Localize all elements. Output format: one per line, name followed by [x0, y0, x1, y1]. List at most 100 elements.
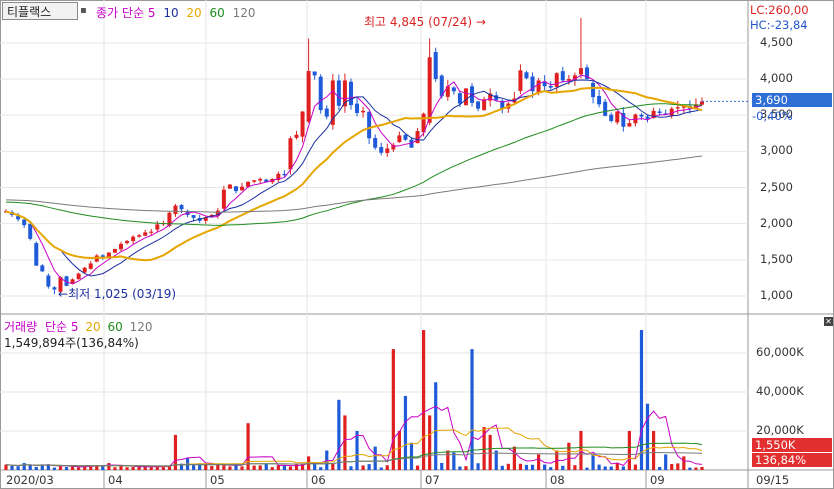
- volume-ma-60[interactable]: 60: [107, 320, 123, 334]
- legend-close-label: 종가: [96, 6, 119, 20]
- candle-body: [330, 80, 335, 125]
- volume-bar: [222, 465, 226, 470]
- ma10-line: [5, 79, 703, 277]
- candle-body: [415, 131, 420, 144]
- volume-bar: [46, 464, 50, 470]
- volume-ma-5[interactable]: 5: [70, 320, 79, 334]
- volume-bar: [434, 382, 438, 470]
- volume-bar: [52, 467, 57, 470]
- volume-bar: [252, 465, 256, 470]
- candle-body: [439, 75, 444, 97]
- volume-bar: [458, 466, 462, 470]
- lc-value: LC:260,00: [750, 3, 809, 17]
- volume-bar: [561, 465, 565, 470]
- volume-bar: [77, 467, 81, 470]
- toggle-icon[interactable]: ▪: [80, 5, 87, 16]
- candle-body: [221, 189, 226, 209]
- volume-bar: [331, 463, 335, 470]
- legend-ma-120[interactable]: 120: [232, 6, 256, 20]
- candle-body: [318, 76, 323, 111]
- candle-body: [361, 110, 366, 113]
- volume-bar: [409, 442, 414, 470]
- close-volume-pane-icon[interactable]: ✕: [824, 317, 833, 326]
- volume-bar: [161, 467, 165, 470]
- volume-bar: [64, 467, 69, 470]
- price-tick-label: 2,000: [760, 215, 793, 230]
- volume-bar: [4, 464, 8, 470]
- candle-body: [173, 205, 178, 215]
- price-tick-label: 1,500: [760, 251, 793, 266]
- volume-bar: [22, 463, 26, 470]
- volume-ma60-line: [5, 442, 703, 467]
- legend-ma-60[interactable]: 60: [209, 6, 225, 20]
- volume-bar: [294, 463, 299, 470]
- candle-body: [112, 248, 117, 253]
- volume-bar: [518, 463, 523, 470]
- volume-ma-120[interactable]: 120: [129, 320, 153, 334]
- candle-body: [342, 80, 347, 107]
- volume-bar: [264, 463, 268, 470]
- volume-bar: [107, 463, 111, 470]
- volume-bar: [125, 467, 129, 470]
- candle-body: [403, 134, 408, 140]
- volume-bar: [664, 454, 668, 470]
- volume-summary: 1,549,894주(136,84%): [4, 336, 139, 350]
- legend-ma-10[interactable]: 10: [163, 6, 179, 20]
- candle-body: [131, 236, 136, 242]
- volume-bar: [476, 463, 480, 470]
- price-tick-label: 4,000: [760, 71, 793, 85]
- candle-body: [609, 114, 614, 121]
- candle-body: [203, 217, 208, 221]
- current-volume: 1,550K: [755, 438, 796, 452]
- volume-bar: [288, 466, 293, 470]
- volume-bar: [676, 463, 680, 470]
- volume-bar: [246, 423, 250, 470]
- candle-body: [215, 210, 220, 216]
- volume-bar: [337, 399, 341, 470]
- volume-bar: [688, 467, 692, 470]
- stock-name: 티플랙스: [7, 5, 52, 19]
- candle-body: [64, 276, 69, 286]
- volume-bar: [300, 464, 305, 470]
- volume-bar: [319, 467, 323, 470]
- volume-bar: [349, 466, 353, 470]
- volume-bar: [415, 465, 420, 470]
- volume-bar: [173, 434, 178, 470]
- volume-bar: [198, 463, 202, 470]
- candle-body: [591, 82, 596, 98]
- legend-ma-5[interactable]: 5: [147, 6, 156, 20]
- volume-bar: [639, 330, 644, 470]
- candle-body: [348, 81, 353, 106]
- candle-body: [282, 173, 287, 176]
- high-annotation: 최고 4,845 (07/24) →: [364, 13, 486, 30]
- legend-ma-20[interactable]: 20: [186, 6, 202, 20]
- candle-body: [367, 111, 372, 139]
- candle-body: [34, 243, 39, 266]
- volume-bar: [397, 431, 401, 470]
- volume-bar: [658, 467, 662, 470]
- candle-body: [663, 113, 668, 115]
- candle-body: [379, 146, 384, 153]
- current-volume-badge: 1,550K: [752, 438, 832, 452]
- candle-body: [482, 99, 487, 111]
- volume-ma-20[interactable]: 20: [85, 320, 101, 334]
- candle-body: [597, 95, 602, 105]
- candle-body: [312, 71, 317, 76]
- volume-bar: [234, 463, 238, 470]
- volume-bar: [149, 467, 153, 470]
- volume-bar: [530, 464, 535, 470]
- stock-name-button[interactable]: 티플랙스: [2, 2, 78, 20]
- high-label: 최고 4,845 (07/24): [364, 15, 473, 29]
- ma60-line: [5, 103, 703, 226]
- candle-body: [391, 144, 396, 150]
- volume-bar: [28, 464, 32, 470]
- ma120-line: [5, 155, 703, 213]
- volume-bar: [573, 465, 577, 470]
- candle-body: [52, 287, 57, 290]
- candle-body: [542, 81, 547, 87]
- candle-body: [651, 110, 656, 119]
- volume-bar: [113, 467, 117, 470]
- candle-body: [46, 275, 51, 287]
- candle-body: [233, 186, 238, 192]
